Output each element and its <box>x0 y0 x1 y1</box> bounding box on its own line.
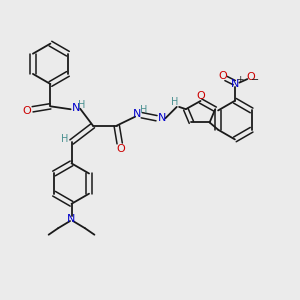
Text: O: O <box>116 144 125 154</box>
Text: H: H <box>171 97 178 107</box>
Text: H: H <box>78 100 85 110</box>
Text: H: H <box>140 105 147 115</box>
Text: O: O <box>22 106 31 116</box>
Text: O: O <box>219 71 227 81</box>
Text: N: N <box>231 79 240 89</box>
Text: N: N <box>71 103 80 113</box>
Text: N: N <box>67 214 76 224</box>
Text: N: N <box>133 109 142 119</box>
Text: −: − <box>251 75 259 85</box>
Text: O: O <box>246 72 255 82</box>
Text: +: + <box>236 75 244 84</box>
Text: H: H <box>61 134 69 144</box>
Text: N: N <box>158 112 166 123</box>
Text: O: O <box>196 91 205 100</box>
